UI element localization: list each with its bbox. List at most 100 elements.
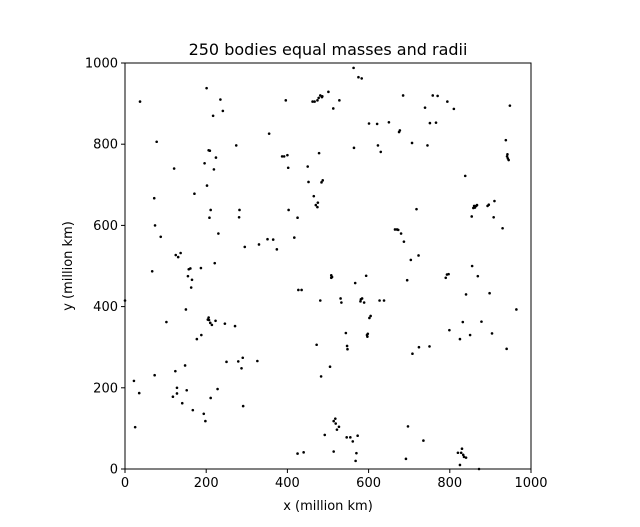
body-point [205, 184, 209, 187]
body-point [204, 419, 207, 423]
body-point [286, 153, 289, 157]
body-point [174, 369, 177, 373]
body-point [423, 106, 427, 109]
body-point [360, 297, 364, 300]
body-point [349, 436, 352, 439]
y-tick-label: 0 [110, 463, 118, 478]
body-point [189, 267, 192, 270]
body-point [234, 144, 238, 147]
body-point [417, 345, 421, 349]
body-point [360, 77, 364, 80]
body-point [282, 155, 286, 158]
body-point [448, 328, 451, 332]
body-point [411, 352, 414, 356]
x-tick-label: 1000 [514, 476, 547, 491]
body-point [355, 451, 358, 455]
chart-title: 250 bodies equal masses and radii [189, 40, 468, 59]
body-point [176, 255, 180, 259]
body-point [364, 274, 368, 278]
body-point [150, 269, 154, 273]
body-point [208, 216, 211, 219]
body-point [207, 318, 211, 322]
body-point [217, 232, 220, 235]
body-point [461, 320, 465, 324]
body-point [359, 300, 362, 303]
body-point [335, 428, 339, 431]
body-point [367, 122, 371, 125]
body-point [506, 153, 509, 156]
body-point [426, 144, 429, 147]
body-point [275, 248, 279, 251]
body-point [321, 179, 325, 182]
body-point [515, 308, 518, 311]
body-point [152, 196, 156, 200]
body-point [238, 208, 241, 212]
body-point [353, 281, 357, 285]
body-point [406, 425, 410, 428]
body-point [200, 333, 203, 337]
body-point [297, 288, 300, 292]
body-point [339, 297, 342, 300]
body-point [422, 439, 425, 442]
body-point [428, 345, 431, 348]
body-point [223, 322, 227, 325]
body-point [375, 122, 379, 126]
body-point [225, 360, 228, 364]
body-point [490, 332, 494, 335]
body-point [378, 299, 381, 302]
body-point [287, 208, 290, 212]
body-point [240, 367, 243, 370]
body-point [172, 167, 176, 170]
body-point [213, 261, 217, 265]
body-point [398, 129, 402, 132]
body-point [357, 75, 360, 79]
body-point [153, 224, 157, 227]
body-point [214, 156, 218, 159]
body-point [207, 316, 210, 319]
body-point [458, 463, 462, 467]
body-point [257, 243, 261, 246]
body-point [317, 151, 321, 155]
body-point [271, 238, 275, 241]
body-point [379, 150, 383, 154]
body-point [320, 181, 323, 184]
body-point [155, 140, 158, 144]
body-point [175, 386, 179, 390]
body-point [216, 387, 219, 391]
body-point [209, 396, 212, 400]
body-point [399, 232, 403, 235]
body-point [362, 301, 366, 304]
body-point [180, 401, 184, 405]
body-point [409, 258, 413, 262]
body-point [507, 158, 510, 162]
body-point [313, 100, 316, 103]
body-point [332, 450, 335, 453]
x-tick-label: 200 [194, 476, 219, 491]
body-point [241, 404, 245, 408]
body-point [311, 100, 314, 103]
body-point [393, 228, 397, 231]
body-point [296, 452, 299, 455]
body-point [434, 121, 438, 124]
body-point [431, 94, 435, 97]
body-point [463, 174, 467, 178]
body-point [501, 226, 504, 230]
body-point [186, 274, 190, 278]
body-point [243, 245, 247, 249]
body-point [209, 208, 212, 212]
body-point [488, 291, 491, 295]
points-layer [123, 66, 518, 471]
body-point [191, 408, 195, 412]
body-point [293, 236, 296, 239]
body-point [468, 333, 472, 337]
body-point [368, 316, 371, 320]
body-point [505, 155, 509, 158]
body-point [319, 375, 323, 378]
body-point [464, 456, 468, 459]
body-point [314, 203, 318, 207]
body-point [132, 379, 136, 383]
body-point [256, 359, 259, 363]
body-point [344, 331, 348, 335]
body-point [211, 114, 215, 118]
body-point [461, 453, 465, 457]
